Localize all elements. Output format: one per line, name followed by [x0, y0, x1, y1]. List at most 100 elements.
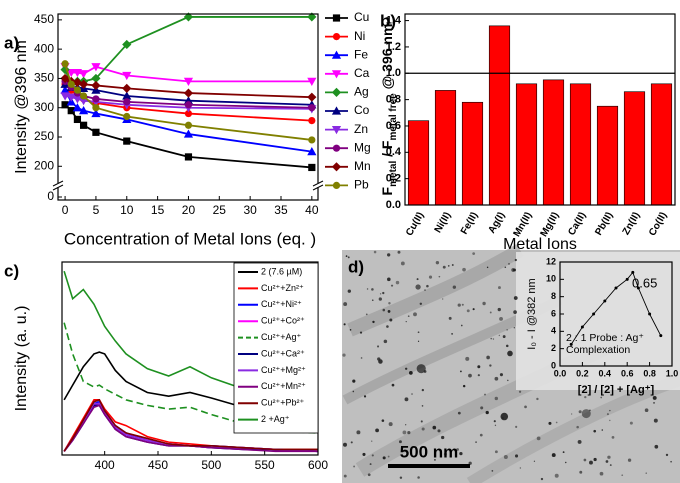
x-tick-label: Ag(I) — [486, 210, 507, 235]
particle — [536, 398, 538, 400]
particle — [406, 321, 407, 322]
particle — [383, 309, 386, 312]
particle — [443, 266, 446, 269]
particle — [493, 338, 494, 339]
particle — [610, 464, 612, 466]
particle — [500, 373, 503, 376]
legend-label: Ag — [354, 85, 369, 99]
particle — [353, 391, 355, 393]
particle — [584, 396, 586, 398]
particle — [612, 436, 615, 439]
legend-marker — [333, 33, 340, 40]
particle — [607, 413, 609, 415]
particle — [389, 422, 393, 426]
particle — [353, 466, 355, 468]
particle — [487, 267, 488, 268]
legend-label: 2 (7.6 µM) — [261, 266, 302, 276]
particle — [436, 261, 439, 264]
particle — [382, 292, 384, 294]
y-tick-label: 350 — [34, 71, 54, 85]
marker — [308, 136, 315, 143]
particle — [415, 284, 420, 289]
bar — [543, 80, 564, 205]
particle — [507, 351, 513, 357]
particle — [515, 426, 517, 428]
particle — [380, 293, 381, 294]
x-tick-label: Co(II) — [647, 210, 669, 238]
y-axis-label-part: metal — [388, 161, 399, 187]
legend-label: Cu²⁺+Mn²⁺ — [261, 381, 306, 391]
particle — [607, 456, 610, 459]
marker — [185, 153, 192, 160]
x-tick-label: 40 — [305, 203, 319, 217]
particle — [388, 302, 390, 304]
x-tick-label: 15 — [151, 203, 165, 217]
particle — [504, 455, 508, 459]
bar — [597, 106, 618, 205]
particle — [480, 406, 483, 409]
particle — [405, 424, 406, 425]
particle — [391, 285, 393, 287]
particle — [601, 429, 603, 431]
particle — [388, 456, 390, 458]
legend-label: Cu²⁺+Mg²⁺ — [261, 365, 306, 375]
x-tick-label: 0.8 — [643, 368, 656, 378]
marker — [61, 60, 68, 67]
x-tick-label: 20 — [182, 203, 196, 217]
particle — [371, 288, 374, 291]
particle — [375, 429, 379, 433]
particle — [654, 419, 658, 423]
particle — [576, 426, 579, 429]
particle — [507, 380, 509, 382]
legend-label: Mg — [354, 140, 371, 154]
y-tick-label: 0 — [47, 189, 54, 203]
bar — [435, 90, 456, 205]
annotation-note: 2 : 1 Probe : Ag⁺ — [566, 332, 644, 344]
y-axis-label: Intensity @396 nm — [13, 40, 30, 174]
legend-marker — [332, 88, 341, 97]
marker — [68, 81, 75, 88]
particle — [368, 473, 371, 476]
particle — [490, 312, 492, 314]
y-axis-label-part: @ 396 nm — [379, 24, 395, 94]
particle — [621, 474, 623, 476]
marker — [91, 81, 100, 90]
x-tick-label: Ca(II) — [566, 210, 588, 237]
bar — [624, 92, 645, 205]
particle — [451, 333, 453, 335]
bar — [408, 121, 429, 205]
particle — [408, 315, 410, 317]
particle — [417, 278, 419, 280]
x-tick-label: 25 — [213, 203, 227, 217]
particle — [482, 302, 485, 305]
y-axis-label-part: metal free — [388, 93, 399, 141]
particle — [524, 406, 527, 409]
particle — [460, 370, 462, 372]
y-tick-label: 2 — [551, 343, 556, 353]
particle — [422, 389, 424, 391]
particle — [548, 422, 551, 425]
x-tick-label: Cu(II) — [404, 210, 426, 238]
particle — [498, 308, 501, 311]
particle — [593, 458, 596, 461]
particle — [495, 425, 496, 426]
bar — [516, 84, 537, 205]
bar — [489, 26, 510, 205]
particle — [489, 364, 491, 366]
legend-marker — [333, 145, 340, 152]
particle — [513, 269, 516, 272]
particle — [505, 266, 507, 268]
legend-label: Mn — [354, 159, 371, 173]
marker — [308, 104, 315, 111]
legend-label: Cu²⁺+Ag⁺ — [261, 332, 302, 342]
legend-label: Ni — [354, 29, 365, 43]
particle — [478, 374, 480, 376]
particle — [462, 304, 464, 306]
particle — [653, 396, 657, 400]
y-tick-label: 4 — [551, 326, 556, 336]
particle — [384, 340, 388, 344]
particle — [486, 356, 490, 360]
scale-bar-label: 500 nm — [400, 442, 459, 461]
particle — [628, 459, 631, 462]
particle — [495, 450, 498, 453]
